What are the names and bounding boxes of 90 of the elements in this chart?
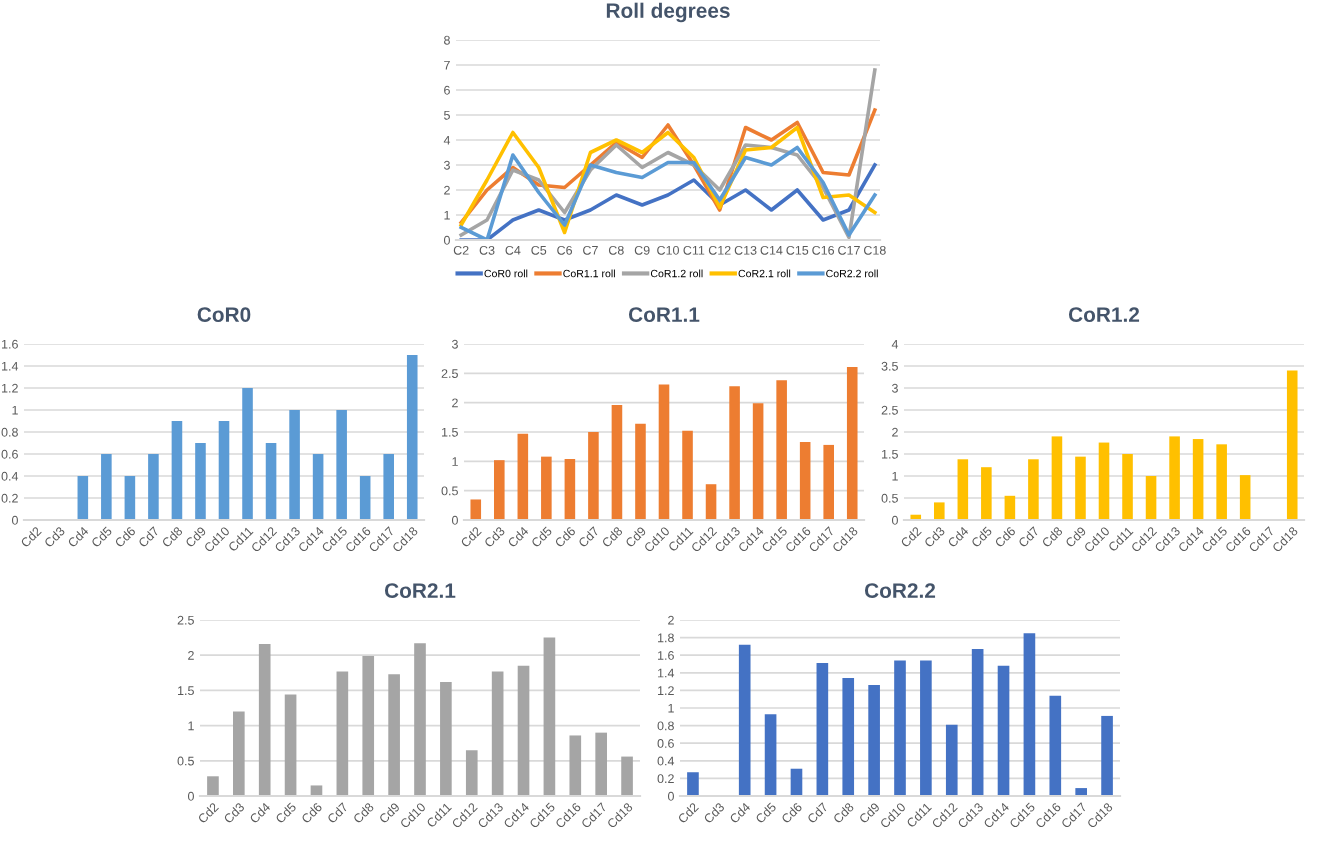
bar (1049, 695, 1062, 796)
bar (148, 454, 159, 520)
chart-title: CoR1.2 (1068, 307, 1140, 322)
bar (265, 443, 277, 520)
bar (1122, 454, 1133, 520)
bar (894, 660, 906, 796)
line-series (459, 163, 877, 240)
bar (799, 441, 811, 520)
chart-title: CoR0 (197, 307, 251, 322)
bar (588, 432, 599, 520)
bar (764, 714, 777, 796)
bar (658, 384, 670, 520)
bar (729, 386, 740, 520)
bar (920, 660, 932, 796)
bar (957, 459, 969, 520)
bar (1075, 456, 1086, 520)
bar (1216, 444, 1227, 520)
bar (362, 655, 375, 796)
bar (842, 678, 855, 796)
bar (1075, 788, 1087, 796)
bar (868, 685, 880, 796)
bar (207, 776, 219, 796)
bar (406, 355, 418, 520)
bar (934, 502, 945, 520)
bar (440, 681, 452, 796)
bar (494, 460, 505, 520)
bar (465, 750, 478, 796)
bar (816, 663, 829, 796)
bar (195, 443, 206, 520)
bar (621, 756, 633, 796)
bar (846, 366, 858, 520)
bar (171, 421, 183, 520)
bar (284, 694, 297, 796)
bar (242, 388, 253, 520)
bar (388, 674, 400, 796)
bar (543, 637, 556, 796)
bar (124, 476, 136, 520)
bar (541, 456, 552, 520)
bar (752, 403, 764, 520)
line-series (459, 125, 877, 235)
bar (336, 410, 347, 520)
bar (470, 499, 482, 520)
bar (77, 476, 89, 520)
line-series (459, 108, 877, 225)
bar (776, 380, 787, 520)
bar (687, 772, 699, 796)
bar (1023, 633, 1036, 796)
bar (336, 671, 349, 796)
bar (945, 724, 958, 796)
bar (258, 643, 271, 796)
bar (635, 423, 646, 520)
bar (569, 735, 582, 796)
bar (491, 671, 504, 796)
bar (682, 430, 693, 520)
bar (312, 454, 324, 520)
bar (289, 410, 300, 520)
bar (1028, 459, 1039, 520)
chart-title: CoR2.1 (384, 583, 456, 598)
chart-title: Roll degrees (606, 2, 730, 23)
bar (611, 405, 623, 520)
bar (517, 665, 530, 796)
bar (1101, 715, 1113, 796)
bar (1051, 436, 1063, 520)
bar (1192, 439, 1204, 520)
bar (359, 476, 371, 520)
bar (414, 643, 426, 796)
line-series (459, 68, 877, 240)
bar (517, 433, 529, 520)
bar (738, 644, 751, 796)
bar (981, 467, 992, 520)
bar (383, 454, 394, 520)
bar (1145, 476, 1157, 520)
bar (1286, 370, 1298, 520)
bar (1098, 442, 1110, 520)
bar (1169, 436, 1180, 520)
bar (218, 421, 230, 520)
bar (790, 768, 803, 796)
chart-title: CoR2.2 (864, 583, 936, 598)
bar (971, 649, 984, 796)
bar (823, 444, 834, 520)
bar (233, 711, 245, 796)
chart-title: CoR1.1 (628, 307, 700, 322)
bar (101, 454, 112, 520)
bar (564, 458, 576, 520)
line-series (459, 145, 877, 240)
bar (595, 732, 607, 796)
bar (705, 484, 717, 520)
bar (997, 665, 1010, 796)
bar (1004, 495, 1016, 520)
bar (1239, 475, 1251, 520)
